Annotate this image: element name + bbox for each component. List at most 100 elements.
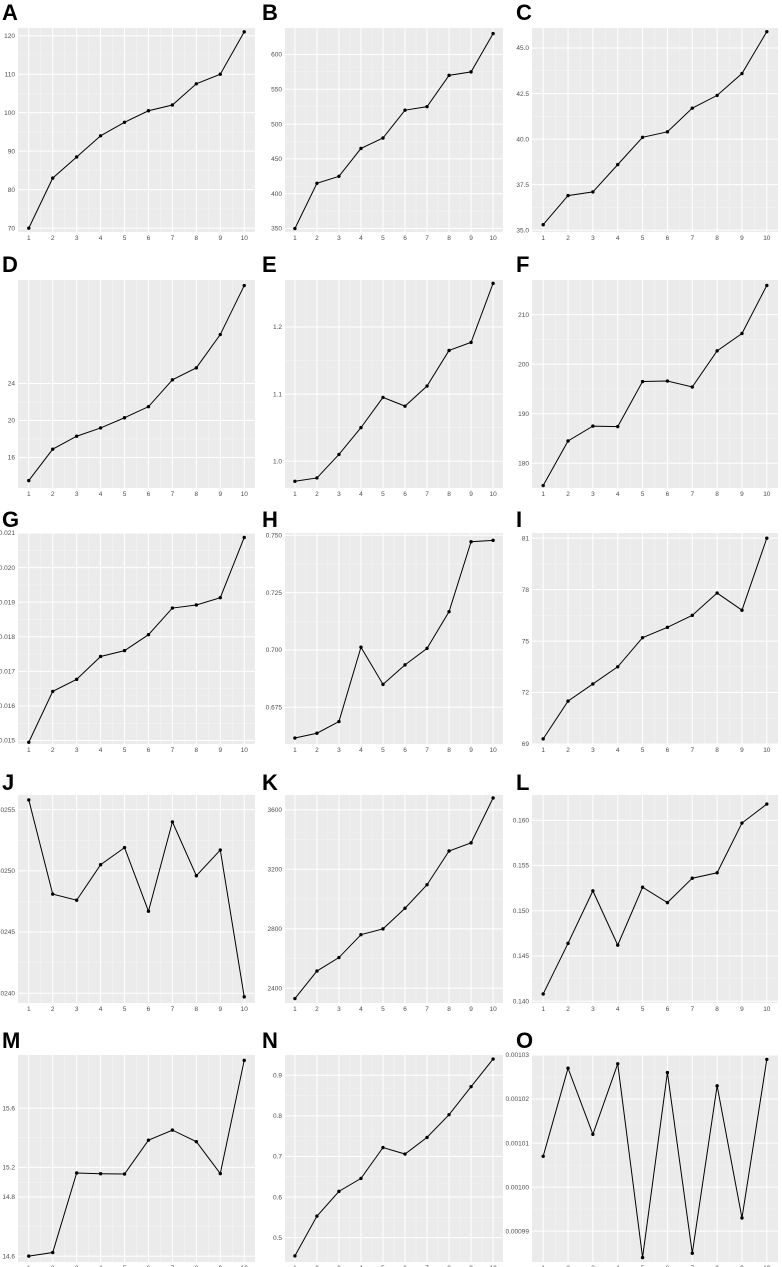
data-point (715, 93, 719, 98)
x-tick-label: 1 (293, 747, 297, 754)
y-tick-label: 450 (271, 156, 282, 163)
x-tick-label: 3 (337, 1006, 341, 1013)
x-tick-label: 2 (566, 747, 570, 754)
data-point (293, 226, 297, 231)
x-tick-label: 2 (51, 747, 55, 754)
chart-panel-D: D 1 2 3 4 5 6 7 8 9 10 16 20 24 (2, 252, 255, 498)
x-tick-label: 1 (541, 1265, 545, 1267)
x-tick-label: 9 (469, 491, 473, 498)
series-line (542, 285, 768, 486)
data-point (146, 909, 151, 913)
y-tick-label: 0.00100 (506, 1184, 530, 1191)
x-tick-label: 9 (469, 1006, 473, 1013)
y-tick-label: 2800 (268, 926, 283, 933)
data-point (765, 283, 769, 288)
data-point (566, 1066, 570, 1070)
x-tick-label: 5 (381, 491, 385, 498)
x-tick-label: 10 (763, 747, 771, 754)
data-point (425, 1135, 429, 1140)
x-tick-label: 5 (123, 235, 127, 242)
data-point (194, 366, 199, 370)
y-tick-label: 35.0 (516, 227, 529, 234)
y-tick-label: 200 (518, 361, 529, 368)
data-point (740, 608, 744, 612)
x-tick-label: 3 (337, 491, 341, 498)
y-tick-label: 210 (518, 312, 529, 319)
x-tick-label: 2 (315, 747, 319, 754)
data-point (665, 625, 670, 630)
data-point (765, 1057, 769, 1062)
data-point (170, 103, 175, 107)
data-point (242, 995, 246, 999)
y-tick-label: 180 (518, 460, 529, 467)
x-tick-label: 1 (27, 747, 31, 754)
data-point (293, 479, 297, 483)
data-point (337, 719, 341, 724)
x-tick-label: 2 (566, 235, 570, 242)
x-tick-label: 3 (75, 1006, 79, 1013)
x-tick-label: 8 (447, 747, 451, 754)
y-tick-label: 0.6 (273, 1194, 282, 1201)
panel-label: F (516, 252, 529, 277)
data-point (293, 736, 297, 740)
data-point (27, 1254, 31, 1258)
y-tick-label: 0.160 (513, 818, 530, 825)
y-tick-label: 72 (522, 690, 530, 697)
data-point (690, 1251, 694, 1255)
data-point (403, 906, 407, 910)
y-tick-label: 78 (522, 587, 530, 594)
data-point (242, 30, 246, 34)
y-tick-label: 0.145 (513, 953, 530, 960)
y-tick-label: 20 (8, 418, 16, 425)
x-tick-label: 1 (293, 491, 297, 498)
x-tick-label: 5 (641, 747, 645, 754)
x-tick-label: 10 (241, 1265, 249, 1267)
series-line (28, 31, 245, 229)
data-point (51, 1250, 55, 1255)
data-point (51, 176, 55, 180)
chart-panel-B: B 1 2 3 4 5 6 7 8 9 10 350 400 450 500 550 600 (262, 0, 503, 242)
data-point (146, 632, 151, 637)
x-tick-label: 8 (447, 235, 451, 242)
x-tick-label: 2 (566, 1265, 570, 1267)
x-tick-label: 7 (425, 235, 429, 242)
x-tick-label: 3 (591, 235, 595, 242)
x-tick-label: 2 (566, 1006, 570, 1013)
data-point (740, 1216, 744, 1220)
series-line (294, 539, 494, 739)
panel-label: I (516, 507, 522, 532)
data-point (616, 424, 620, 429)
chart-panel-L: L 1 2 3 4 5 6 7 8 9 10 0.140 0.145 0.150 0.155 0.160 (513, 770, 778, 1013)
x-tick-label: 5 (123, 1006, 127, 1013)
data-point (98, 654, 103, 659)
data-point (566, 699, 570, 703)
data-point (616, 1062, 620, 1066)
x-tick-label: 2 (51, 1265, 55, 1267)
x-tick-label: 2 (315, 491, 319, 498)
data-point (640, 379, 645, 384)
panel-label: K (262, 770, 278, 795)
data-point (541, 992, 545, 996)
x-tick-label: 6 (403, 1006, 407, 1013)
data-point (616, 943, 620, 947)
data-point (616, 162, 620, 167)
panel-label: E (262, 252, 277, 277)
y-tick-label: 110 (5, 71, 16, 78)
y-tick-label: 550 (271, 86, 282, 93)
chart-panel-J: J 1 2 3 4 5 6 7 8 9 10 0.0240 0.0245 0.0250 0.0255 (0, 770, 255, 1013)
x-tick-label: 9 (218, 747, 222, 754)
data-point (665, 130, 670, 134)
data-point (218, 1171, 222, 1176)
panel-label: L (516, 770, 529, 795)
data-point (51, 447, 55, 451)
y-tick-label: 120 (4, 33, 15, 40)
panel-label: M (2, 1028, 20, 1053)
chart-panel-N: N 1 2 3 4 5 6 7 8 9 10 0.5 0.6 0.7 0.8 0.9 (262, 1028, 503, 1267)
y-tick-label: 1.0 (273, 458, 282, 465)
y-tick-label: 15.6 (2, 1105, 15, 1112)
x-tick-label: 10 (489, 235, 497, 242)
x-tick-label: 3 (591, 1006, 595, 1013)
chart-panel-G: G 1 2 3 4 5 6 7 8 9 10 0.015 0.016 0.017 0.018 0.019 0.0… (0, 507, 255, 754)
data-point (690, 876, 694, 880)
